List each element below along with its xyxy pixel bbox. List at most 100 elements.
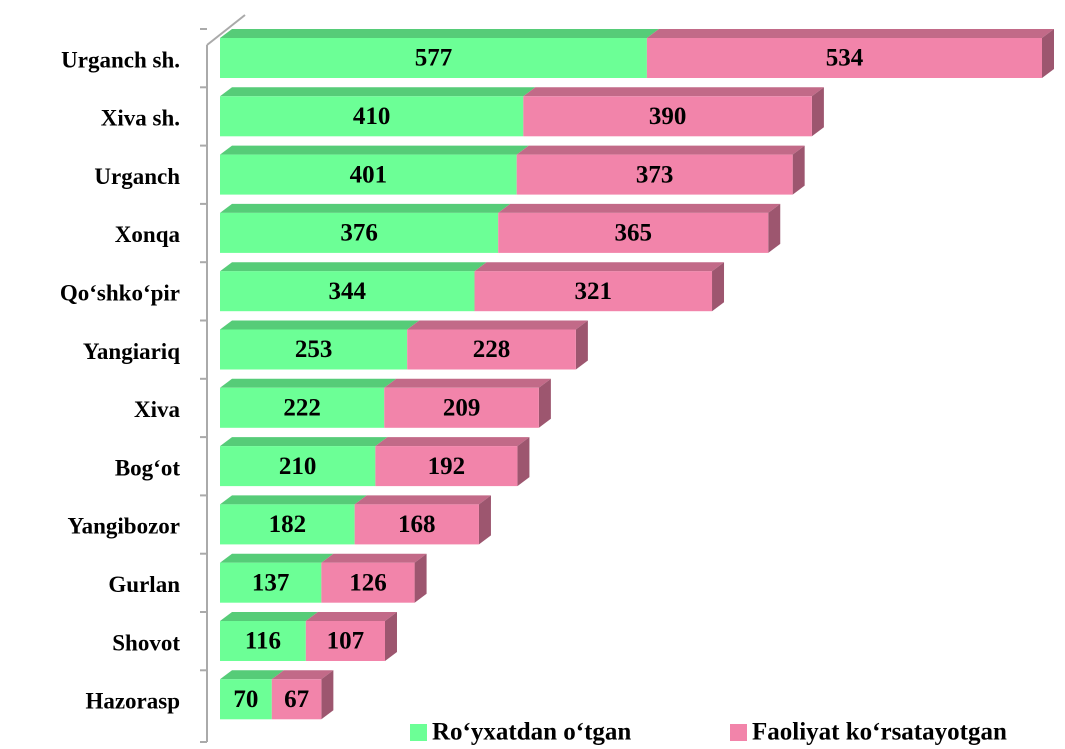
bar-top	[220, 553, 334, 563]
bar-top	[384, 378, 551, 388]
bar	[354, 504, 479, 545]
bar	[523, 96, 812, 137]
bar-top	[474, 262, 725, 272]
value-label: 126	[349, 569, 387, 596]
value-label: 365	[614, 220, 652, 247]
bar	[220, 38, 647, 78]
bar	[220, 562, 322, 603]
bar-top	[646, 29, 1054, 38]
bar	[220, 446, 376, 487]
bar-top	[220, 320, 420, 330]
value-label: 116	[245, 628, 281, 655]
category-label: Bog‘ot	[115, 455, 181, 480]
value-label: 182	[269, 511, 307, 538]
bar	[220, 271, 475, 312]
bar	[474, 271, 713, 312]
bar	[375, 446, 518, 487]
bar	[271, 679, 322, 720]
legend-label: Faoliyat ko‘rsatayotgan	[752, 719, 1007, 746]
value-label: 321	[575, 278, 613, 305]
bar-top	[220, 437, 388, 447]
bar	[220, 387, 385, 428]
bar-side	[517, 437, 530, 487]
value-label: 137	[252, 569, 290, 596]
value-label: 376	[340, 220, 378, 247]
value-label: 253	[295, 336, 333, 363]
bar-side	[538, 378, 551, 428]
bar-side	[384, 612, 397, 661]
bar	[220, 329, 408, 370]
value-label: 168	[398, 511, 436, 538]
category-label: Yangibozor	[68, 514, 180, 539]
bar	[407, 329, 576, 370]
bar	[305, 621, 385, 661]
bar-top	[220, 378, 397, 388]
value-label: 228	[473, 336, 511, 363]
legend-swatch	[730, 724, 747, 741]
value-label: 209	[443, 395, 481, 422]
category-label: Urganch	[94, 164, 180, 189]
value-label: 401	[350, 161, 388, 188]
bar-top	[220, 670, 284, 680]
bar-side	[575, 320, 588, 370]
bar	[220, 621, 306, 661]
value-label: 192	[428, 453, 466, 480]
bar-top	[407, 320, 588, 330]
bar	[220, 96, 524, 137]
value-label: 222	[283, 395, 321, 422]
bar-top	[220, 495, 367, 505]
category-label: Shovot	[112, 630, 180, 655]
bar-side	[712, 262, 725, 312]
value-label: 390	[649, 103, 687, 130]
value-label: 344	[329, 278, 367, 305]
bar-top	[498, 203, 781, 213]
bar-top	[220, 612, 318, 621]
legend-swatch	[410, 724, 427, 741]
bar-top	[321, 553, 427, 563]
category-label: Xiva	[134, 397, 181, 422]
value-label: 373	[636, 161, 674, 188]
value-label: 410	[353, 103, 391, 130]
bar-side	[414, 553, 427, 603]
bar-top	[516, 145, 805, 155]
category-label: Qo‘shko‘pir	[60, 280, 180, 305]
category-label: Hazorasp	[85, 689, 180, 714]
bar	[321, 562, 415, 603]
value-label: 210	[279, 453, 317, 480]
bar-side	[1042, 29, 1054, 78]
bar	[516, 154, 793, 195]
value-label: 107	[327, 628, 365, 655]
value-label: 577	[415, 45, 453, 72]
category-label: Gurlan	[108, 572, 180, 597]
bar-side	[321, 670, 334, 720]
bar-top	[523, 87, 824, 97]
bar-top	[375, 437, 530, 447]
bar-top	[271, 670, 334, 680]
bar-side	[768, 203, 781, 253]
bar	[220, 679, 272, 720]
category-label: Yangiariq	[83, 339, 180, 364]
bar-top	[220, 203, 511, 213]
bar-top	[220, 145, 529, 155]
bar	[498, 212, 769, 253]
bar-top	[305, 612, 397, 621]
bar	[384, 387, 539, 428]
value-label: 70	[233, 686, 258, 713]
bar-top	[220, 29, 659, 38]
axis-wall	[206, 14, 246, 742]
bar-side	[811, 87, 824, 137]
category-label: Xonqa	[115, 222, 181, 247]
value-label: 534	[826, 45, 864, 72]
value-label: 67	[284, 686, 309, 713]
bar-side	[792, 145, 805, 195]
bar-top	[220, 87, 536, 97]
bar-top	[220, 262, 487, 272]
bar	[220, 212, 499, 253]
bar	[220, 504, 355, 545]
bar-top	[354, 495, 491, 505]
category-label: Xiva sh.	[101, 106, 180, 131]
bar-side	[478, 495, 491, 545]
legend-label: Ro‘yxatdan o‘tgan	[432, 719, 631, 746]
bar	[646, 38, 1042, 78]
